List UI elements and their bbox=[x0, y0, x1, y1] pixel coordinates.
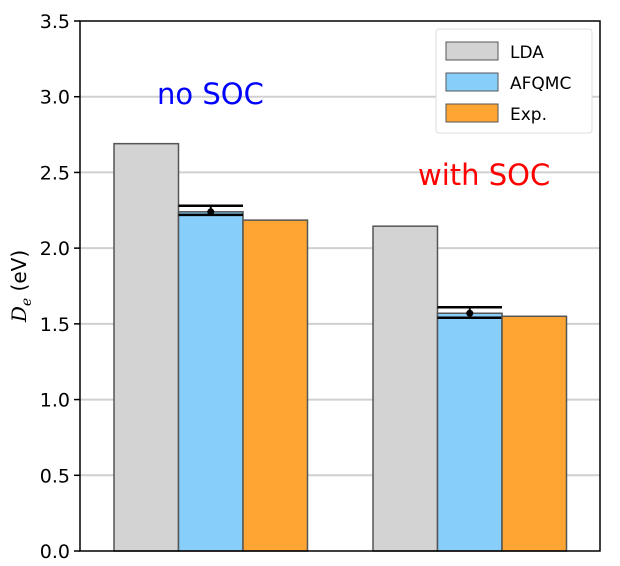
group-annotation: with SOC bbox=[418, 158, 550, 192]
y-label-subscript: e bbox=[19, 298, 35, 306]
y-tick-label: 1.5 bbox=[40, 314, 70, 336]
legend-swatch bbox=[445, 103, 499, 123]
legend: LDA AFQMC Exp. bbox=[435, 28, 593, 134]
bar-afqmc bbox=[177, 211, 244, 552]
y-label-symbol: D bbox=[7, 306, 31, 323]
bar-exp bbox=[242, 219, 309, 552]
legend-label: LDA bbox=[510, 43, 544, 63]
legend-swatch bbox=[445, 41, 499, 61]
data-point bbox=[207, 208, 215, 216]
y-tick-label: 1.0 bbox=[40, 390, 70, 412]
y-tick-label: 2.0 bbox=[40, 238, 70, 260]
y-label-unit: (eV) bbox=[7, 250, 31, 298]
y-tick-label: 3.5 bbox=[40, 11, 70, 33]
bar-exp bbox=[501, 315, 568, 552]
legend-label: AFQMC bbox=[510, 74, 571, 94]
legend-swatch bbox=[445, 72, 499, 92]
y-tick-label: 3.0 bbox=[40, 87, 70, 109]
y-tick-label: 2.5 bbox=[40, 162, 70, 184]
data-point bbox=[466, 309, 474, 317]
axes-frame bbox=[79, 20, 601, 552]
y-tick-label: 0.0 bbox=[40, 541, 70, 563]
bar-lda bbox=[372, 225, 439, 552]
bar-afqmc bbox=[436, 312, 503, 552]
legend-label: Exp. bbox=[510, 105, 547, 125]
y-tick-label: 0.5 bbox=[40, 465, 70, 487]
y-axis-label: De (eV) bbox=[7, 250, 35, 323]
bar-lda bbox=[113, 142, 180, 552]
group-annotation: no SOC bbox=[157, 77, 264, 111]
